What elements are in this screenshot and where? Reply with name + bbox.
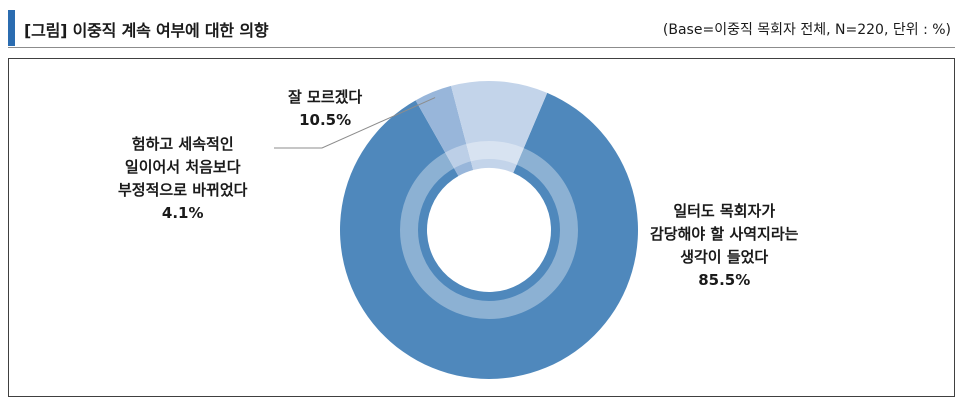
slice-label-line: 일이어서 처음보다 — [124, 158, 241, 176]
leader-lines — [274, 97, 436, 149]
slice-label-line: 일터도 목회자가 — [673, 202, 776, 220]
slice-dont-know — [451, 81, 548, 173]
donut-slices — [340, 81, 638, 379]
slice-value-label: 85.5% — [698, 271, 751, 289]
slice-value-label: 10.5% — [299, 111, 352, 129]
slice-label-line: 생각이 들었다 — [680, 248, 769, 266]
donut-inner-band — [400, 141, 578, 319]
base-note: (Base=이중직 목회자 전체, N=220, 단위 : %) — [662, 22, 951, 38]
slice-label-line: 험하고 세속적인 — [131, 135, 234, 153]
leader-line-negative — [274, 97, 436, 149]
chart-title: [그림] 이중직 계속 여부에 대한 의향 — [24, 21, 269, 40]
slice-label-line: 잘 모르겠다 — [288, 88, 363, 106]
chart-panel — [8, 58, 955, 397]
slice-label-agree: 일터도 목회자가 감당해야 할 사역지라는 생각이 들었다 85.5% — [650, 200, 798, 292]
slice-value-label: 4.1% — [161, 204, 204, 222]
slice-label-dont-know: 잘 모르겠다 10.5% — [288, 86, 362, 132]
slice-label-line: 감당해야 할 사역지라는 — [650, 225, 799, 243]
header-accent-bar — [8, 10, 15, 46]
slice-label-line: 부정적으로 바뀌었다 — [118, 181, 248, 199]
slice-agree — [340, 92, 638, 379]
slice-label-negative: 험하고 세속적인 일이어서 처음보다 부정적으로 바뀌었다 4.1% — [118, 133, 247, 225]
slice-negative — [415, 85, 474, 177]
header-divider — [8, 47, 955, 48]
